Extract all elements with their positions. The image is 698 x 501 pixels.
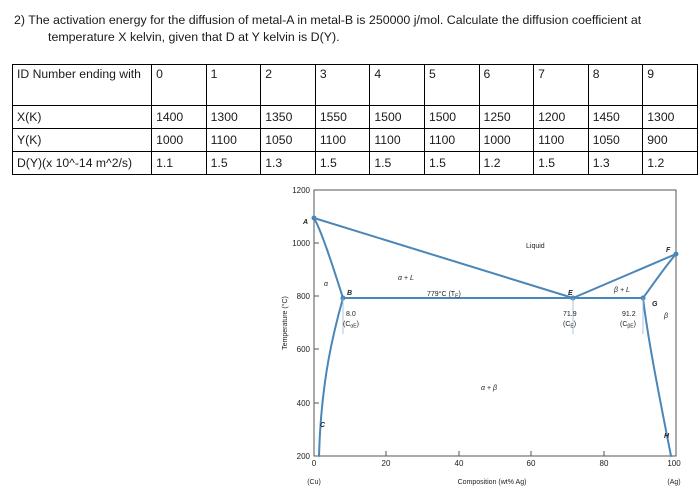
point-e-label: E [568,290,573,297]
y-tick-label: 1000 [292,239,310,248]
region-alpha: α [324,281,329,288]
value-cell: 1550 [314,105,371,129]
point-a-marker [311,215,317,221]
value-cell: 1300 [205,105,262,129]
id-cell: 7 [533,64,589,106]
y-tick-label: 600 [297,345,311,354]
liquidus-left [313,217,574,299]
x-tick-label: 40 [455,459,464,468]
region-beta: β [663,313,668,320]
left-end-label: (Cu) [307,479,321,486]
comp-alpha-symbol: (CαE) [343,321,359,330]
region-alpha-beta: α + β [481,385,497,392]
x-tick-marks [313,451,677,456]
value-cell: 1.3 [587,151,644,175]
y-tick-label: 1200 [292,186,310,195]
id-cell: 6 [478,64,535,106]
value-cell: 1.5 [314,151,371,175]
solidus-alpha [313,217,344,299]
value-cell: 1050 [587,128,644,152]
y-tick-label: 200 [297,452,311,461]
comp-beta-symbol: (CβE) [620,321,636,330]
value-cell: 1350 [260,105,316,129]
id-cell: 2 [260,64,316,106]
x-tick-label: 20 [382,459,391,468]
x-tick-label: 100 [667,459,681,468]
point-h-label: H [664,433,670,440]
data-table: ID Number ending with 0 1 2 3 4 5 6 7 8 … [11,64,698,175]
id-cell: 9 [642,64,698,106]
value-cell: 1200 [533,105,589,129]
solidus-beta [642,253,677,299]
comp-eutectic-symbol: (CE) [563,321,576,330]
point-c-label: C [320,422,326,429]
plot-frame [313,189,677,457]
value-cell: 1.2 [478,151,535,175]
value-cell: 1500 [369,105,425,129]
point-f-label: F [666,247,671,254]
y-tick-marks [314,189,319,457]
y-tick-label: 800 [297,292,311,301]
comp-beta-value: 91.2 [622,311,636,318]
region-alpha-liquid: α + L [398,275,414,282]
table-header-row: ID Number ending with 0 1 2 3 4 5 6 7 8 … [11,64,698,106]
eutectic-temperature-label: 779°C (TE) [427,290,461,300]
value-cell: 1.5 [423,151,480,175]
value-cell: 1.5 [369,151,425,175]
point-f-marker [673,251,679,257]
row-label-cell: X(K) [11,105,153,129]
value-cell: 1.2 [642,151,698,175]
comp-alpha-value: 8.0 [346,311,356,318]
value-cell: 1.3 [260,151,316,175]
value-cell: 1.5 [205,151,262,175]
point-b-label: B [347,290,352,297]
liquidus-right [572,253,677,299]
solvus-beta [642,297,672,457]
value-cell: 1450 [587,105,644,129]
value-cell: 1.5 [533,151,589,175]
value-cell: 1100 [205,128,262,152]
x-tick-label: 80 [600,459,609,468]
point-a-label: A [302,219,308,226]
right-end-label: (Ag) [667,479,680,486]
y-tick-label: 400 [297,399,311,408]
question-number: 2) [14,13,26,27]
value-cell: 1100 [423,128,480,152]
question-line-1: The activation energy for the diffusion … [28,13,642,27]
question-text: 2) The activation energy for the diffusi… [14,12,690,46]
row-label-cell: D(Y)(x 10^-14 m^2/s) [11,151,153,175]
region-beta-liquid: β + L [613,287,630,294]
x-axis-label: Composition (wt% Ag) [458,479,527,486]
comp-eutectic-value: 71.9 [563,311,577,318]
table-row: X(K) 1400 1300 1350 1550 1500 1500 1250 … [11,105,698,129]
value-cell: 1500 [423,105,480,129]
question-line-2: temperature X kelvin, given that D at Y … [48,30,340,44]
table-row: D(Y)(x 10^-14 m^2/s) 1.1 1.5 1.3 1.5 1.5… [11,151,698,175]
x-tick-label: 0 [312,459,317,468]
y-axis-label: Temperature (°C) [281,296,289,350]
value-cell: 1.1 [151,151,207,175]
region-liquid: Liquid [526,243,545,250]
point-g-label: G [652,301,658,308]
x-tick-label: 60 [527,459,536,468]
solvus-alpha [318,297,344,457]
